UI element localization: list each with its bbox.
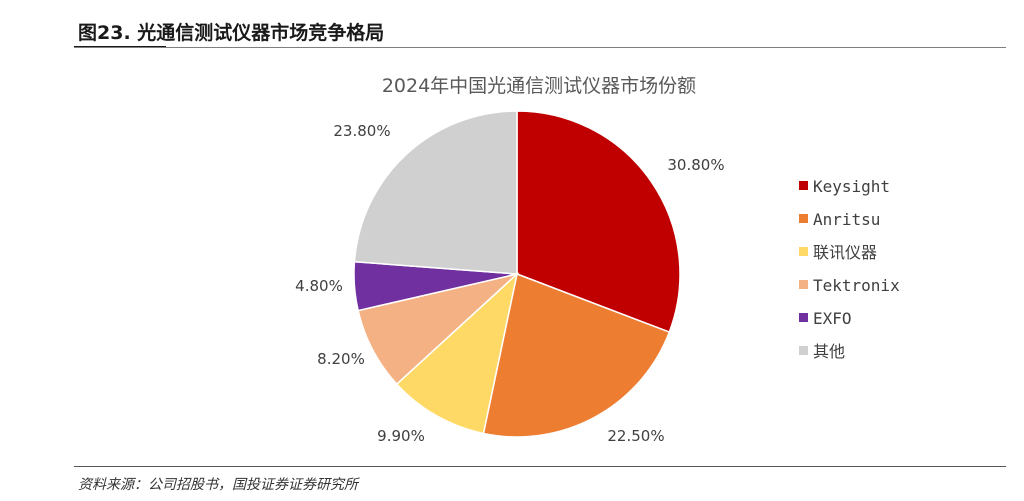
pie-slice-1 <box>482 272 671 438</box>
slice-label-5: 23.80% <box>333 122 390 140</box>
slice-labels: 30.80% 22.50% 9.90% 8.20% 4.80% 23.80% <box>295 122 724 445</box>
figure-title: 图23. 光通信测试仪器市场竞争格局 <box>78 22 385 44</box>
chart-title: 2024年中国光通信测试仪器市场份额 <box>382 75 696 97</box>
source-divider <box>74 466 1006 467</box>
legend-label-1: Anritsu <box>813 210 880 229</box>
legend: Keysight Anritsu 联讯仪器 Tektronix EXFO 其他 <box>799 177 900 361</box>
slice-label-1: 22.50% <box>607 427 664 445</box>
legend-label-5: 其他 <box>813 342 845 361</box>
legend-label-2: 联讯仪器 <box>813 243 877 262</box>
legend-swatch-4 <box>799 313 808 322</box>
legend-label-3: Tektronix <box>813 276 900 295</box>
slice-label-3: 8.20% <box>317 350 365 368</box>
pie-slices <box>353 110 681 438</box>
source-note: 资料来源：公司招股书，国投证券证券研究所 <box>78 477 358 493</box>
legend-swatch-2 <box>799 247 808 256</box>
slice-label-4: 4.80% <box>295 277 343 295</box>
legend-label-4: EXFO <box>813 309 852 328</box>
slice-label-2: 9.90% <box>377 427 425 445</box>
pie-slice-2 <box>395 271 519 435</box>
legend-label-0: Keysight <box>813 177 890 196</box>
pie-slice-5 <box>353 110 518 275</box>
legend-swatch-1 <box>799 214 808 223</box>
slice-label-0: 30.80% <box>667 156 724 174</box>
pie-slice-0 <box>516 110 681 334</box>
legend-swatch-0 <box>799 181 808 190</box>
title-divider <box>74 47 1006 48</box>
legend-swatch-3 <box>799 280 808 289</box>
legend-swatch-5 <box>799 346 808 355</box>
